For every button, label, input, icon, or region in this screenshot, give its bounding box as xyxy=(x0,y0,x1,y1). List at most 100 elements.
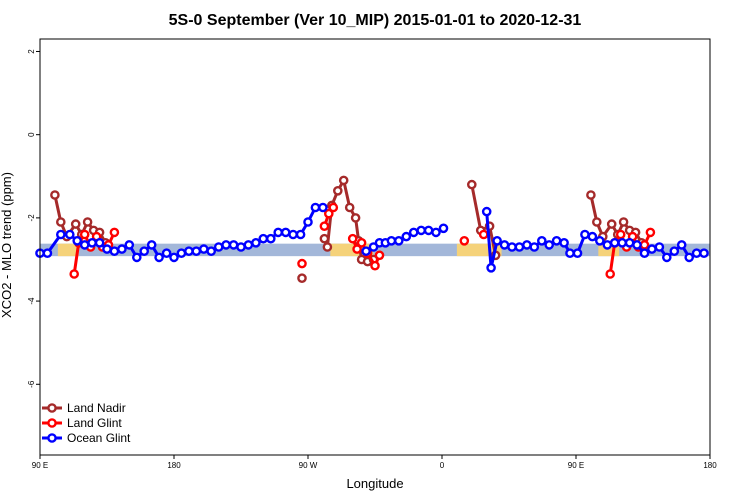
legend-marker xyxy=(47,403,57,413)
data-point-ocean-glint-2-2 xyxy=(492,235,502,246)
data-point-ocean-glint-1-9 xyxy=(423,225,434,236)
legend-label: Land Nadir xyxy=(67,401,126,415)
data-point-ocean-glint-2-17 xyxy=(602,240,613,250)
data-point-land-glint-2-4 xyxy=(370,260,380,271)
data-point-ocean-glint-0-14 xyxy=(146,240,157,250)
data-point-ocean-glint-0-8 xyxy=(102,244,112,254)
data-point-ocean-glint-1-7 xyxy=(408,227,419,238)
data-point-ocean-glint-2-27 xyxy=(676,240,687,250)
data-point-ocean-glint-0-26 xyxy=(236,242,246,252)
data-point-ocean-glint-2-26 xyxy=(669,246,680,256)
data-point-ocean-glint-2-9 xyxy=(544,240,555,250)
data-point-ocean-glint-2-28 xyxy=(684,252,695,263)
data-point-ocean-glint-0-13 xyxy=(139,246,149,256)
data-point-ocean-glint-0-30 xyxy=(265,233,276,244)
data-point-ocean-glint-2-29 xyxy=(691,248,702,258)
data-point-land-glint-1-1 xyxy=(323,208,334,219)
legend-label: Land Glint xyxy=(67,416,122,430)
data-point-ocean-glint-0-34 xyxy=(295,229,306,240)
data-point-ocean-glint-1-10 xyxy=(431,227,441,238)
data-point-ocean-glint-0-9 xyxy=(109,246,120,256)
data-point-ocean-glint-0-36 xyxy=(310,202,321,213)
data-point-ocean-glint-0-32 xyxy=(280,227,291,238)
data-point-land-glint-3-0 xyxy=(605,269,616,279)
data-point-ocean-glint-1-1 xyxy=(368,242,379,252)
data-point-ocean-glint-0-16 xyxy=(161,248,172,258)
data-point-land-nadir-1-1 xyxy=(322,242,333,252)
data-point-land-glint-6-0 xyxy=(478,229,489,240)
legend-label: Ocean Glint xyxy=(67,431,131,445)
chart-title: 5S-0 September (Ver 10_MIP) 2015-01-01 t… xyxy=(169,12,582,29)
data-point-ocean-glint-2-1 xyxy=(486,262,496,273)
data-point-ocean-glint-0-1 xyxy=(42,248,53,258)
data-point-ocean-glint-0-29 xyxy=(258,233,269,244)
data-point-land-nadir-0-1 xyxy=(56,217,66,227)
data-point-ocean-glint-2-0 xyxy=(481,206,492,217)
data-point-ocean-glint-1-0 xyxy=(361,246,371,256)
data-point-land-glint-4-0 xyxy=(297,258,307,269)
y-tick-label: -6 xyxy=(27,380,36,388)
data-point-ocean-glint-0-3 xyxy=(65,229,75,240)
data-point-ocean-glint-0-23 xyxy=(213,242,224,252)
data-point-land-nadir-1-3 xyxy=(332,185,343,196)
data-point-ocean-glint-0-28 xyxy=(251,237,261,248)
data-point-ocean-glint-0-37 xyxy=(318,202,328,213)
data-point-ocean-glint-0-21 xyxy=(198,244,209,254)
data-point-ocean-glint-0-20 xyxy=(191,246,202,256)
plot-frame xyxy=(39,38,711,456)
data-point-ocean-glint-1-5 xyxy=(393,235,404,246)
data-point-ocean-glint-0-10 xyxy=(117,244,127,254)
data-point-land-nadir-3-1 xyxy=(592,217,602,227)
legend-item-land-nadir: Land Nadir xyxy=(42,401,126,415)
x-tick-label: 90 W xyxy=(299,461,318,470)
y-tick-label: -4 xyxy=(27,297,36,305)
data-point-land-nadir-1-5 xyxy=(344,202,355,213)
data-point-land-nadir-0-0 xyxy=(50,190,60,200)
data-point-ocean-glint-0-7 xyxy=(94,237,105,248)
data-point-ocean-glint-2-5 xyxy=(514,242,525,252)
data-point-land-nadir-0-3 xyxy=(70,219,81,229)
data-point-ocean-glint-2-30 xyxy=(699,248,709,258)
data-point-ocean-glint-0-4 xyxy=(72,235,82,246)
data-point-ocean-glint-0-24 xyxy=(221,240,231,250)
data-point-ocean-glint-0-22 xyxy=(206,246,216,256)
data-point-land-nadir-3-3 xyxy=(606,219,617,229)
data-point-land-nadir-2-0 xyxy=(466,179,477,190)
data-point-land-nadir-3-0 xyxy=(586,190,596,200)
data-point-ocean-glint-1-4 xyxy=(386,235,397,246)
data-point-land-glint-3-7 xyxy=(645,227,656,238)
data-point-ocean-glint-2-24 xyxy=(654,242,665,252)
data-point-ocean-glint-1-11 xyxy=(438,223,449,234)
data-point-ocean-glint-2-15 xyxy=(587,231,598,242)
data-point-land-glint-5-0 xyxy=(459,235,470,246)
data-point-land-nadir-1-0 xyxy=(319,233,330,244)
data-point-ocean-glint-2-18 xyxy=(609,237,620,248)
data-point-land-nadir-4-0 xyxy=(297,273,307,284)
data-point-land-glint-1-2 xyxy=(328,202,339,213)
data-point-ocean-glint-2-11 xyxy=(559,237,569,248)
legend-marker xyxy=(47,433,57,443)
data-point-land-glint-1-0 xyxy=(319,221,330,231)
x-tick-label: 180 xyxy=(167,461,181,470)
data-point-ocean-glint-2-8 xyxy=(537,235,547,246)
data-point-land-glint-0-2 xyxy=(79,229,90,240)
data-point-ocean-glint-0-2 xyxy=(56,229,66,240)
series-ocean-glint xyxy=(35,202,709,273)
data-point-ocean-glint-2-16 xyxy=(595,235,605,246)
data-point-ocean-glint-1-8 xyxy=(416,225,427,236)
data-point-land-glint-0-7 xyxy=(109,227,120,238)
data-point-ocean-glint-0-25 xyxy=(228,240,239,250)
data-point-ocean-glint-0-11 xyxy=(124,240,135,250)
data-point-ocean-glint-1-6 xyxy=(401,231,412,242)
series-layer xyxy=(35,175,709,284)
data-point-ocean-glint-2-6 xyxy=(522,240,532,250)
x-tick-label: 0 xyxy=(440,461,445,470)
data-point-ocean-glint-2-22 xyxy=(639,248,650,258)
legend-marker xyxy=(47,418,57,428)
data-point-land-glint-3-2 xyxy=(615,229,626,240)
data-point-ocean-glint-0-6 xyxy=(87,237,97,248)
data-point-land-nadir-3-5 xyxy=(618,217,629,227)
data-point-ocean-glint-2-4 xyxy=(507,242,517,252)
